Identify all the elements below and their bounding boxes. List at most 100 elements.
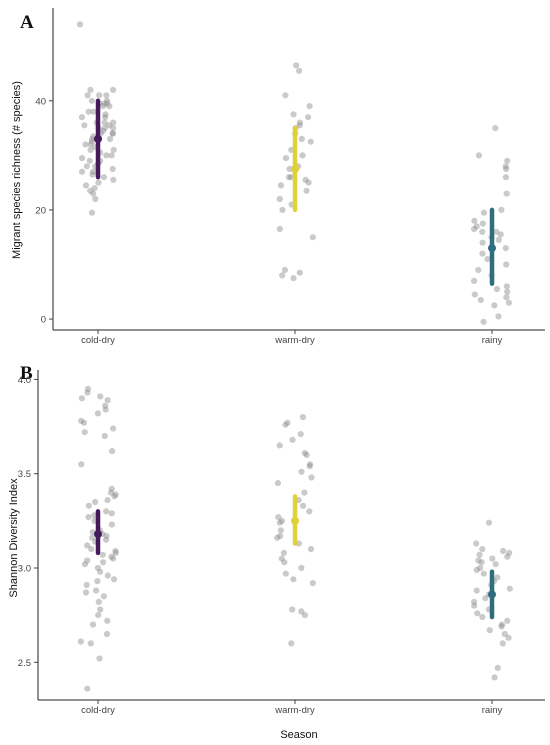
data-point [306, 103, 313, 110]
data-point [475, 557, 482, 564]
data-point [85, 108, 92, 115]
data-point [108, 152, 115, 159]
data-point [505, 634, 512, 641]
data-point [300, 502, 307, 509]
data-point [505, 299, 512, 306]
data-point [282, 421, 289, 428]
panel-a-x-tick-label: warm-dry [274, 335, 315, 346]
data-point [476, 551, 483, 558]
data-point [471, 217, 478, 224]
data-point [290, 275, 297, 282]
data-point [296, 269, 303, 276]
data-point [495, 313, 502, 320]
panel-b-y-tick-label: 2.5 [18, 658, 31, 669]
panel-b-summary [94, 494, 496, 620]
panel-a-y-tick-label: 40 [35, 96, 46, 107]
data-point [299, 152, 306, 159]
panel-b-x-tick-label: warm-dry [274, 705, 315, 716]
data-point [103, 508, 110, 515]
data-point [301, 612, 308, 619]
data-point [305, 114, 312, 121]
panel-a-letter: A [20, 12, 34, 33]
data-point [112, 549, 119, 557]
data-point [489, 555, 496, 562]
data-point [479, 220, 486, 227]
data-point [303, 187, 310, 194]
data-point [480, 318, 487, 325]
data-point [506, 585, 513, 592]
data-point [108, 521, 115, 528]
data-point [88, 138, 96, 145]
data-point [89, 621, 97, 628]
data-point [87, 86, 94, 93]
data-point [301, 489, 308, 496]
data-point [282, 155, 290, 162]
data-point [288, 174, 295, 181]
mean-point-rainy [488, 590, 496, 599]
data-point [95, 598, 102, 606]
data-point [81, 561, 88, 568]
data-point [473, 587, 480, 594]
data-point [110, 425, 117, 432]
data-point [101, 125, 108, 132]
data-point [102, 402, 109, 409]
data-point [108, 510, 115, 517]
data-point [498, 623, 505, 630]
data-point [503, 283, 510, 290]
data-point [108, 485, 115, 492]
data-point [100, 174, 107, 181]
data-point [88, 209, 96, 216]
data-point [104, 100, 111, 107]
data-point [479, 613, 486, 621]
data-point [104, 617, 111, 624]
data-point [274, 480, 281, 487]
data-point [81, 429, 88, 436]
data-point [87, 640, 94, 647]
data-point [290, 576, 297, 583]
data-point [479, 250, 486, 257]
data-point [94, 410, 101, 417]
data-point [473, 566, 480, 574]
data-point [94, 564, 101, 572]
data-point [276, 195, 283, 203]
panel-a-summary [94, 98, 496, 286]
data-point [92, 195, 99, 203]
data-point [289, 436, 296, 443]
data-point [112, 491, 119, 498]
mean-point-cold-dry [94, 530, 102, 539]
data-point [280, 549, 287, 557]
panel-a-y-tick-label: 20 [35, 205, 46, 216]
data-point [99, 103, 106, 110]
data-point [110, 176, 117, 183]
data-point [506, 549, 513, 557]
data-point [289, 606, 296, 613]
data-point [309, 580, 316, 587]
data-point [479, 228, 486, 235]
data-point [474, 610, 481, 617]
data-point [495, 236, 502, 243]
data-point [106, 103, 113, 110]
data-point [279, 206, 286, 213]
data-point [95, 612, 102, 619]
panel-a-y-tick-label: 0 [41, 315, 46, 326]
data-point [78, 417, 85, 424]
data-point [108, 553, 115, 560]
data-point [110, 146, 117, 153]
data-point [503, 294, 510, 301]
data-point [281, 559, 288, 566]
data-point [303, 451, 310, 458]
data-point [83, 581, 90, 589]
data-point [494, 664, 501, 672]
data-point [110, 125, 117, 132]
data-point [109, 130, 116, 137]
data-point [282, 92, 289, 99]
data-point [471, 598, 478, 606]
data-point [504, 617, 511, 624]
data-point [473, 223, 480, 230]
panel-a-y-ticks: 0 20 40 [35, 96, 53, 326]
data-point [471, 277, 478, 284]
data-point [288, 640, 295, 647]
data-point [486, 627, 493, 634]
data-point [305, 179, 312, 186]
data-point [493, 228, 500, 235]
